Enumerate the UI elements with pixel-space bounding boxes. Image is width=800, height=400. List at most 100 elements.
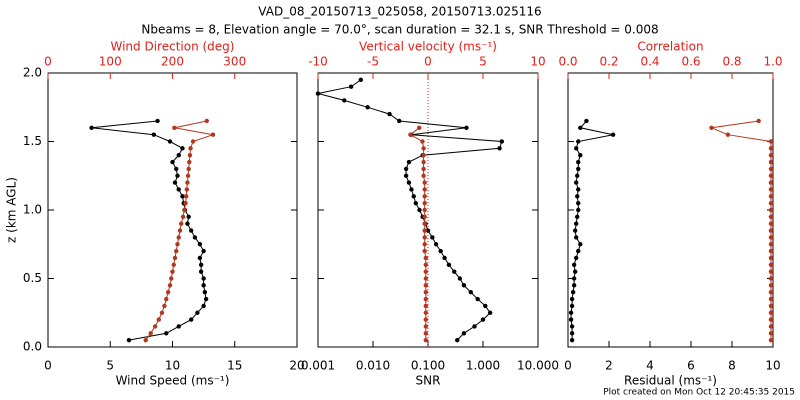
data-point (461, 283, 467, 288)
data-point (185, 221, 190, 226)
data-point (575, 194, 580, 199)
data-point (433, 242, 439, 247)
data-point (413, 200, 418, 206)
data-point (422, 235, 427, 240)
data-point (403, 166, 409, 172)
data-point (575, 214, 580, 220)
x2-tick-label: 10 (530, 55, 545, 69)
data-point (768, 228, 774, 233)
y-tick-label: 1.0 (23, 203, 42, 217)
data-point (756, 118, 761, 124)
data-point (452, 269, 457, 274)
data-point (185, 180, 190, 185)
data-point (179, 221, 184, 226)
data-point (464, 125, 469, 130)
data-point (768, 221, 774, 226)
y-axis-label: z (km AGL) (5, 177, 19, 243)
data-point (315, 91, 321, 96)
data-point (571, 276, 577, 281)
data-point (197, 255, 203, 261)
data-point (174, 248, 179, 254)
data-point (423, 290, 428, 295)
data-point (423, 296, 428, 302)
x2-tick-label: 0.0 (558, 55, 577, 69)
data-point (348, 84, 354, 89)
footer: Plot created on Mon Oct 12 20:45:35 2015 (603, 388, 795, 398)
x-tick-label: 15 (227, 359, 242, 373)
data-point (768, 248, 774, 254)
data-point (406, 159, 412, 165)
data-point (183, 200, 188, 206)
data-point (574, 221, 579, 226)
data-point (148, 331, 153, 336)
chart-subtitle: Nbeams = 8, Elevation angle = 70.0°, sca… (141, 23, 658, 37)
data-point (569, 303, 575, 309)
data-point (185, 173, 191, 178)
data-point (365, 105, 370, 110)
x-tick-label: 8 (728, 359, 736, 373)
data-point (195, 310, 200, 315)
x-axis-label: Residual (ms⁻¹) (624, 374, 717, 388)
data-point (201, 248, 206, 254)
x2-tick-label: 5 (479, 55, 487, 69)
data-point (403, 173, 409, 178)
data-point (461, 331, 467, 336)
data-point (768, 317, 774, 322)
data-point (201, 276, 206, 281)
x2-axis-label: Wind Direction (deg) (111, 40, 235, 54)
data-point (499, 139, 505, 144)
data-point (571, 283, 577, 288)
data-point (768, 303, 774, 309)
data-point (768, 235, 774, 240)
data-point (578, 125, 583, 130)
x-axis-label: Wind Speed (ms⁻¹) (116, 374, 230, 388)
data-point (421, 173, 426, 178)
data-point (480, 317, 486, 322)
data-point (768, 262, 774, 267)
x-tick-label: 0.100 (411, 359, 445, 373)
data-point (425, 228, 431, 233)
data-point (342, 98, 347, 103)
data-point (204, 118, 209, 124)
data-point (170, 269, 175, 274)
data-point (578, 153, 583, 158)
data-point (420, 139, 425, 144)
data-point (188, 146, 193, 151)
x2-tick-label: 0.2 (599, 55, 618, 69)
data-point (768, 331, 774, 336)
data-point (176, 324, 181, 329)
data-point (177, 228, 183, 233)
data-point (182, 207, 187, 213)
data-point (423, 276, 428, 281)
data-point (170, 159, 175, 165)
data-point (186, 214, 191, 220)
data-point (487, 310, 493, 315)
x2-axis-label: Correlation (637, 40, 703, 54)
data-point (201, 303, 206, 309)
data-point (438, 248, 443, 254)
data-point (455, 337, 460, 343)
data-point (497, 146, 502, 151)
data-point (190, 139, 196, 144)
data-point (574, 146, 579, 151)
data-point (574, 255, 579, 261)
x2-tick-label: -10 (308, 55, 328, 69)
data-point (165, 290, 171, 295)
data-point (421, 146, 426, 151)
data-point (180, 194, 185, 199)
data-point (568, 317, 574, 322)
data-point (203, 296, 209, 302)
data-point (180, 214, 186, 220)
data-point (768, 180, 774, 185)
data-point (422, 248, 427, 254)
data-point (172, 255, 178, 261)
data-point (421, 159, 426, 165)
data-point (576, 200, 581, 206)
data-point (143, 337, 148, 343)
data-point (423, 262, 428, 267)
x-tick-label: 0 (564, 359, 572, 373)
data-point (422, 187, 427, 192)
data-point (422, 207, 427, 213)
data-point (768, 214, 774, 220)
